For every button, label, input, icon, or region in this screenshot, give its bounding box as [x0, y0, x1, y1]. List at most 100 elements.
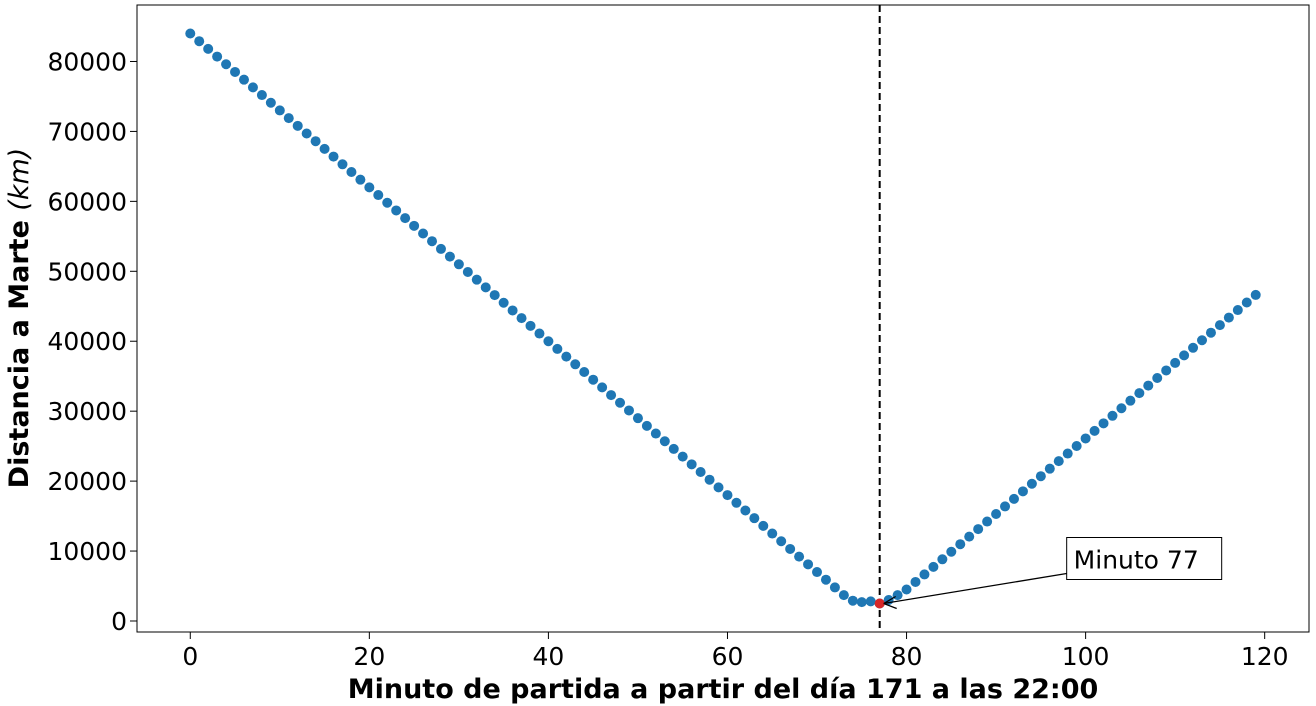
point [337, 159, 348, 170]
point [1170, 357, 1181, 368]
point [632, 413, 643, 424]
point [588, 374, 599, 385]
point [507, 305, 518, 316]
point [1152, 373, 1163, 384]
point [355, 174, 366, 185]
y-tick-label: 50000 [47, 257, 127, 286]
point [1232, 305, 1243, 316]
point [185, 28, 196, 39]
x-tick-label: 0 [182, 642, 198, 671]
point [346, 166, 357, 177]
point [194, 36, 205, 47]
point [274, 105, 285, 116]
point [928, 561, 939, 572]
arrow-head [883, 595, 897, 610]
point [1214, 320, 1225, 331]
point [955, 539, 966, 550]
point [946, 546, 957, 557]
point [847, 595, 858, 606]
point [409, 220, 420, 231]
point [973, 524, 984, 535]
point [722, 490, 733, 501]
point [489, 290, 500, 301]
point [292, 120, 303, 131]
point [713, 482, 724, 493]
point [1241, 297, 1252, 308]
point [731, 497, 742, 508]
x-tick-label: 60 [712, 642, 744, 671]
y-label-unit: (km) [4, 148, 35, 211]
point [418, 228, 429, 239]
point [516, 313, 527, 324]
point [238, 74, 249, 85]
x-tick-label: 100 [1062, 642, 1110, 671]
point [364, 182, 375, 193]
point [892, 590, 903, 601]
point [1017, 486, 1028, 497]
point [1197, 335, 1208, 346]
point [865, 596, 876, 607]
point [1071, 440, 1082, 451]
point [623, 405, 634, 416]
point [1125, 395, 1136, 406]
point [444, 251, 455, 262]
point [1188, 342, 1199, 353]
point [256, 90, 267, 101]
point [391, 205, 402, 216]
point [534, 328, 545, 339]
point [1250, 289, 1261, 300]
point [785, 543, 796, 554]
annotation-box [1066, 537, 1223, 580]
point [435, 243, 446, 254]
annotation: Minuto 77 [1074, 546, 1199, 575]
y-label-text: Distancia a Marte [4, 220, 35, 488]
point [937, 554, 948, 565]
point [283, 113, 294, 124]
point [1026, 478, 1037, 489]
x-axis-label: Minuto de partida a partir del día 171 a… [348, 674, 1099, 705]
point [1143, 380, 1154, 391]
point [982, 516, 993, 527]
point [203, 43, 214, 54]
point [462, 266, 473, 277]
point [803, 559, 814, 570]
point [695, 467, 706, 478]
point [812, 567, 823, 578]
highlight-point [874, 598, 885, 609]
point [373, 190, 384, 201]
point [838, 590, 849, 601]
point [570, 359, 581, 370]
point [1000, 501, 1011, 512]
point [1035, 471, 1046, 482]
point [247, 82, 258, 93]
point [767, 528, 778, 539]
point [1205, 327, 1216, 338]
point [686, 459, 697, 470]
annotation-arrow [883, 572, 1067, 605]
y-tick-label: 70000 [47, 117, 127, 146]
point [1179, 350, 1190, 361]
point [561, 351, 572, 362]
point [776, 536, 787, 547]
y-tick-label: 20000 [47, 467, 127, 496]
x-tick-label: 80 [891, 642, 923, 671]
point [677, 451, 688, 462]
point [829, 582, 840, 593]
point [650, 428, 661, 439]
point [1116, 403, 1127, 414]
x-tick-label: 20 [353, 642, 385, 671]
point [856, 597, 867, 608]
point [1008, 493, 1019, 504]
point [1098, 418, 1109, 429]
point [453, 259, 464, 270]
point [1044, 463, 1055, 474]
point [427, 236, 438, 247]
y-tick-label: 30000 [47, 397, 127, 426]
point [579, 367, 590, 378]
point [319, 143, 330, 154]
x-tick-label: 40 [533, 642, 565, 671]
y-tick-label: 60000 [47, 187, 127, 216]
point [704, 474, 715, 485]
point [1053, 456, 1064, 467]
